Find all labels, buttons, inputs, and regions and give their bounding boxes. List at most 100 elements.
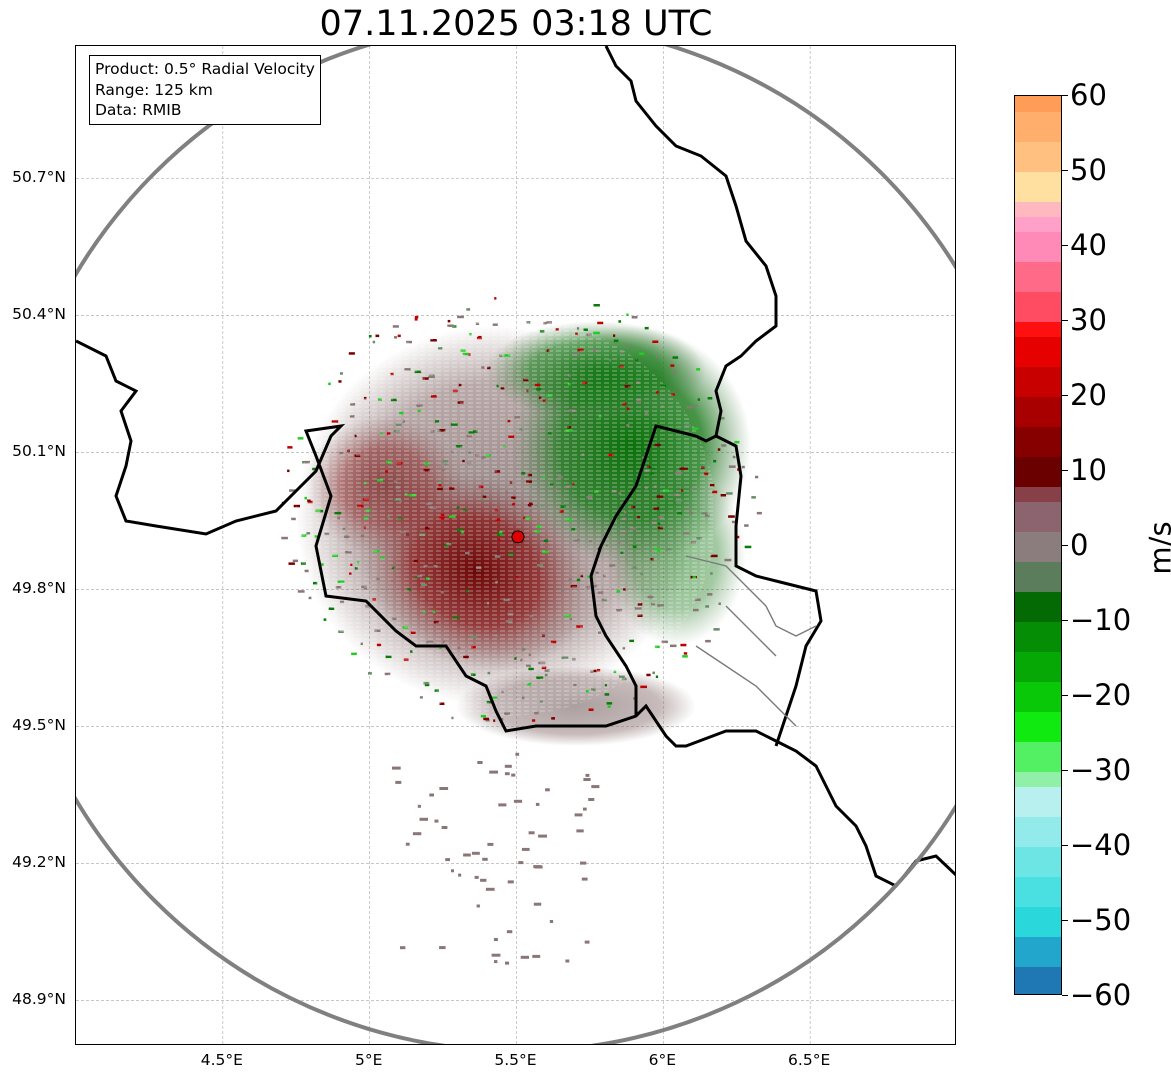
echo-gate (705, 639, 711, 643)
border-france-belgium (76, 339, 955, 888)
echo-gate (670, 364, 675, 367)
echo-gate (672, 356, 679, 359)
echo-gate (694, 598, 701, 601)
lon-tick-label: 5°E (354, 1051, 383, 1069)
echo-gate (458, 873, 462, 877)
colorbar-tick-mark (1062, 470, 1068, 471)
echo-gate (696, 368, 701, 371)
colorbar-tick-mark (1062, 995, 1068, 996)
radar-map-panel[interactable] (75, 45, 956, 1045)
echo-gate (756, 511, 762, 515)
colorbar-band (1015, 231, 1061, 262)
echo-gate (451, 716, 454, 720)
echo-gate (302, 461, 306, 464)
colorbar-tick-label: −30 (1070, 753, 1132, 787)
echo-gate (726, 492, 733, 495)
echo-gate (583, 328, 588, 331)
echo-gate (520, 955, 529, 959)
echo-gate (451, 869, 454, 873)
echo-gate (511, 773, 516, 777)
echo-gate (504, 772, 510, 776)
echo-gate (710, 554, 718, 558)
lat-tick-label: 48.9°N (12, 990, 66, 1009)
echo-gate (713, 459, 717, 463)
echo-gate (513, 799, 523, 803)
colorbar-band (1015, 111, 1061, 142)
echo-gate (735, 535, 740, 539)
colorbar-unit: m/s (1143, 521, 1171, 575)
echo-gate (532, 954, 541, 958)
echo-gate (489, 770, 498, 774)
echo-gate (697, 398, 700, 401)
echo-gate (392, 325, 399, 328)
echo-gate (710, 572, 713, 575)
echo-gate (323, 618, 327, 621)
colorbar-band (1015, 171, 1061, 202)
echo-gate (583, 807, 587, 811)
colorbar-band (1015, 876, 1061, 907)
echo-gate (417, 804, 421, 808)
echo-gate (737, 468, 740, 471)
echo-gate (744, 545, 752, 549)
colorbar-tick-mark (1062, 920, 1068, 921)
echo-gate (281, 536, 288, 540)
radar-map[interactable] (76, 46, 956, 1045)
echo-gate (506, 930, 513, 934)
echo-gate (466, 308, 471, 311)
data-source-label: Data: RMIB (95, 101, 182, 119)
echo-gate (588, 708, 594, 711)
echo-gate (591, 785, 600, 789)
colorbar-band (1015, 216, 1061, 232)
echo-gate (400, 946, 406, 950)
echo-gate (728, 515, 735, 518)
echo-gate (732, 455, 736, 459)
echo-gate (717, 448, 721, 451)
echo-gate (593, 331, 600, 335)
echo-gate (521, 847, 530, 851)
colorbar-band (1015, 366, 1061, 397)
echo-gate (414, 318, 418, 321)
echo-gate (507, 880, 514, 884)
colorbar-tick-label: 20 (1070, 378, 1107, 412)
lat-tick-label: 50.7°N (12, 168, 66, 187)
colorbar-tick-label: 10 (1070, 453, 1107, 487)
echo-gate (392, 766, 401, 770)
echo-gate (485, 719, 490, 722)
colorbar-band (1015, 846, 1061, 877)
colorbar-band (1015, 486, 1061, 502)
echo-gate (721, 444, 727, 447)
echo-gate (565, 959, 570, 963)
colorbar-tick-mark (1062, 695, 1068, 696)
echo-gate (734, 440, 740, 444)
echo-gate (395, 780, 402, 784)
echo-gate (692, 427, 699, 430)
echo-gate (480, 714, 486, 718)
country-borders (76, 46, 955, 888)
lon-tick-label: 6°E (648, 1051, 677, 1069)
echo-gate (485, 887, 495, 891)
echo-gate (535, 802, 540, 806)
lon-tick-label: 4.5°E (200, 1051, 243, 1069)
lon-tick-label: 5.5°E (494, 1051, 537, 1069)
colorbar-band (1015, 936, 1061, 967)
colorbar-band (1015, 561, 1061, 592)
echo-gate (728, 465, 736, 468)
colorbar-tick-label: 50 (1070, 153, 1107, 187)
echo-gate (483, 717, 489, 721)
colorbar-band (1015, 426, 1061, 457)
echo-gate (394, 336, 398, 339)
colorbar-tick-mark (1062, 845, 1068, 846)
colorbar-band (1015, 261, 1061, 292)
border-luxembourg-cantons (685, 555, 817, 727)
colorbar-band (1015, 906, 1061, 937)
echo-gate (368, 335, 372, 338)
echo-gate (429, 793, 434, 797)
echo-gate (588, 798, 595, 801)
echo-gate (707, 397, 713, 400)
echo-gate (297, 590, 305, 593)
echo-gate (515, 752, 520, 756)
echo-gate (705, 605, 709, 608)
colorbar-band (1015, 786, 1061, 817)
echo-gate (624, 344, 630, 347)
lat-tick-label: 49.5°N (12, 716, 66, 735)
